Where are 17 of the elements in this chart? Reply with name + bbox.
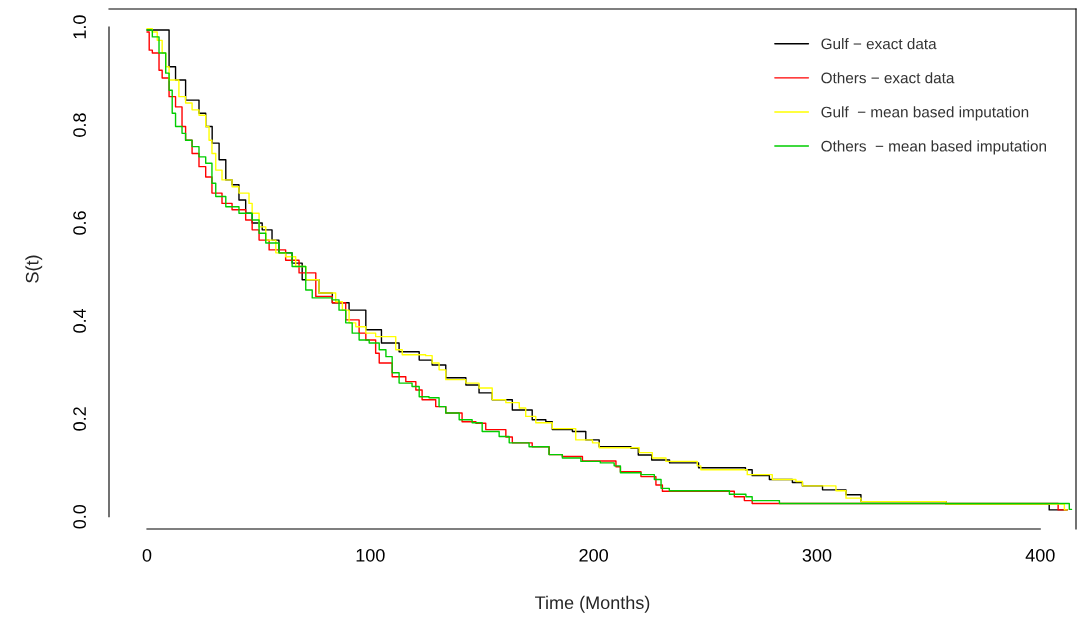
legend-label: Gulf − exact data bbox=[821, 38, 937, 50]
legend-label: Gulf − mean based imputation bbox=[821, 106, 1029, 121]
y-tick-label: 1.0 bbox=[73, 15, 86, 39]
x-axis-title: Time (Months) bbox=[535, 595, 650, 613]
y-tick-label: 0.2 bbox=[73, 407, 86, 431]
x-tick-label: 300 bbox=[802, 548, 832, 562]
legend-label: Others − mean based imputation bbox=[821, 140, 1046, 155]
x-tick-label: 400 bbox=[1025, 548, 1055, 562]
y-tick-label: 0.6 bbox=[73, 211, 86, 235]
legend-label: Others − exact data bbox=[821, 72, 955, 84]
y-axis-title: S(t) bbox=[25, 255, 43, 283]
y-tick-label: 0.8 bbox=[73, 113, 86, 137]
x-tick-label: 200 bbox=[579, 548, 608, 562]
y-tick-label: 0.0 bbox=[73, 504, 86, 529]
x-tick-label: 0 bbox=[142, 548, 152, 562]
y-tick-label: 0.4 bbox=[73, 308, 86, 333]
x-tick-label: 100 bbox=[356, 548, 385, 562]
